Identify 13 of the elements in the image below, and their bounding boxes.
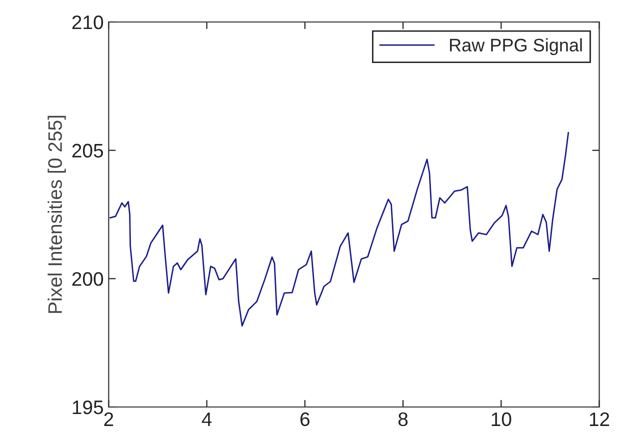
x-tick-label: 2 xyxy=(104,412,114,426)
x-tick-label: 6 xyxy=(300,412,310,426)
x-tick-label: 10 xyxy=(492,412,512,426)
y-tick-label: 200 xyxy=(72,272,104,286)
x-tick-label: 8 xyxy=(398,412,408,426)
legend-label: Raw PPG Signal xyxy=(450,38,582,56)
y-tick-label: 205 xyxy=(72,144,103,158)
x-tick-label: 12 xyxy=(590,412,610,426)
y-tick-label: 210 xyxy=(72,15,104,30)
x-tick-label: 4 xyxy=(202,412,212,426)
line-series xyxy=(109,132,570,327)
y-tick-label: 195 xyxy=(72,400,103,414)
y-axis-title: Pixel Intensities [0 255] xyxy=(48,116,66,313)
